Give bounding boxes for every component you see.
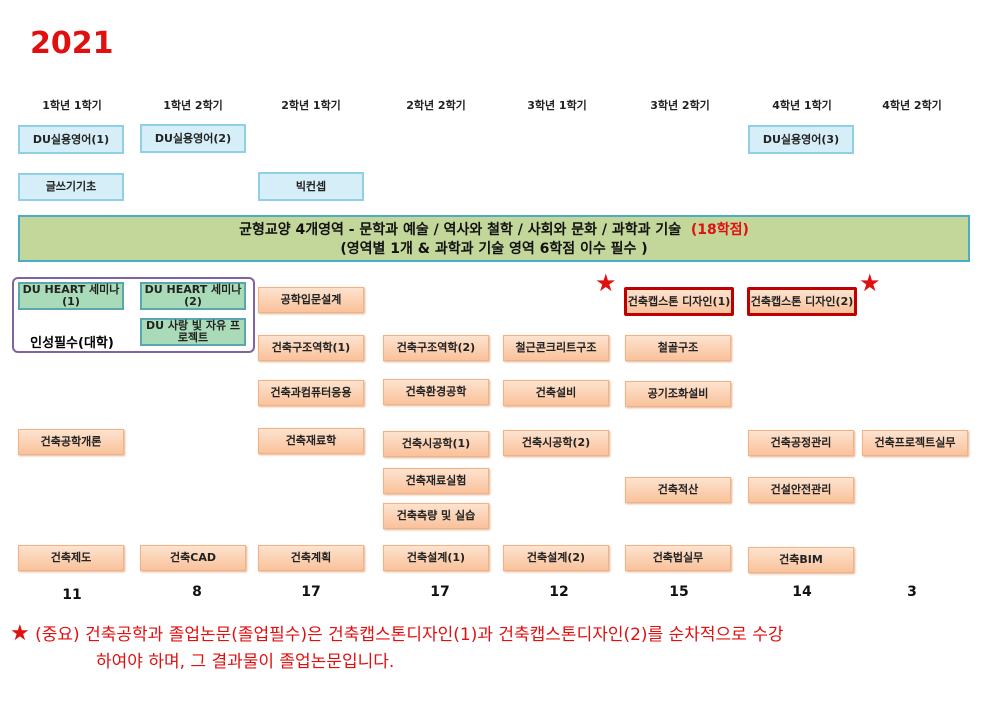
course-box: 건축법실무 xyxy=(625,545,731,571)
year-title: 2021 xyxy=(30,26,114,61)
star-icon: ★ xyxy=(859,269,881,297)
semester-header: 3학년 1학기 xyxy=(527,99,587,112)
course-box: 건축제도 xyxy=(18,545,124,571)
credit-total: 17 xyxy=(301,584,321,600)
semester-header: 1학년 1학기 xyxy=(42,99,102,112)
course-box: DU실용영어(1) xyxy=(18,125,124,154)
credit-total: 8 xyxy=(192,584,202,600)
course-box: DU실용영어(3) xyxy=(748,125,854,154)
course-box: 건축적산 xyxy=(625,477,731,503)
course-box: 건축CAD xyxy=(140,545,246,571)
course-box: 건축시공학(1) xyxy=(383,431,489,457)
credit-total: 15 xyxy=(669,584,689,600)
course-box: 철근콘크리트구조 xyxy=(503,335,609,361)
course-box: 건축공학개론 xyxy=(18,429,124,455)
course-box: 건축계획 xyxy=(258,545,364,571)
course-box: 건축과컴퓨터응용 xyxy=(258,380,364,406)
semester-header: 3학년 2학기 xyxy=(650,99,710,112)
course-box: 건축재료실험 xyxy=(383,468,489,494)
course-box: 건축재료학 xyxy=(258,428,364,454)
banner-line2: (영역별 1개 & 과학과 기술 영역 6학점 이수 필수 ) xyxy=(340,241,648,257)
note-line1: (중요) 건축공학과 졸업논문(졸업필수)은 건축캡스톤디자인(1)과 건축캡스… xyxy=(35,625,784,645)
star-icon: ★ xyxy=(10,621,30,646)
course-box: DU HEART 세미나(1) xyxy=(18,282,124,310)
course-box: DU HEART 세미나(2) xyxy=(140,282,246,310)
course-box: 건축BIM xyxy=(748,547,854,573)
course-box: 건축구조역학(2) xyxy=(383,335,489,361)
capstone-box: 건축캡스톤 디자인(2) xyxy=(747,287,857,316)
banner-credits: (18학점) xyxy=(690,222,749,238)
course-box: 건축환경공학 xyxy=(383,379,489,405)
course-box: 건축측량 및 실습 xyxy=(383,503,489,529)
credit-total: 14 xyxy=(792,584,812,600)
course-box: 건설안전관리 xyxy=(748,477,854,503)
semester-header: 2학년 1학기 xyxy=(281,99,341,112)
group-label: 인성필수(대학) xyxy=(30,336,114,351)
credit-total: 3 xyxy=(907,584,917,600)
course-box: 건축설계(1) xyxy=(383,545,489,571)
important-note: ★ (중요) 건축공학과 졸업논문(졸업필수)은 건축캡스톤디자인(1)과 건축… xyxy=(10,620,784,676)
course-box: 건축공정관리 xyxy=(748,430,854,456)
balanced-liberal-arts-banner: 균형교양 4개영역 - 문학과 예술 / 역사와 철학 / 사회와 문화 / 과… xyxy=(18,215,970,262)
star-icon: ★ xyxy=(595,269,617,297)
course-box: 건축설비 xyxy=(503,380,609,406)
course-box: 건축구조역학(1) xyxy=(258,335,364,361)
course-box: 공학입문설계 xyxy=(258,287,364,313)
banner-line1: 균형교양 4개영역 - 문학과 예술 / 역사와 철학 / 사회와 문화 / 과… xyxy=(239,222,682,238)
course-box: DU실용영어(2) xyxy=(140,124,246,153)
semester-header: 4학년 2학기 xyxy=(882,99,942,112)
semester-header: 4학년 1학기 xyxy=(772,99,832,112)
course-box: 철골구조 xyxy=(625,335,731,361)
semester-header: 1학년 2학기 xyxy=(163,99,223,112)
course-box: 공기조화설비 xyxy=(625,381,731,407)
course-box: 건축프로젝트실무 xyxy=(862,430,968,456)
credit-total: 17 xyxy=(430,584,450,600)
course-box: 글쓰기기초 xyxy=(18,173,124,201)
course-box: 건축설계(2) xyxy=(503,545,609,571)
capstone-box: 건축캡스톤 디자인(1) xyxy=(624,287,734,316)
course-box: DU 사랑 빛 자유 프로젝트 xyxy=(140,318,246,346)
course-box: 건축시공학(2) xyxy=(503,430,609,456)
course-box: 빅컨셉 xyxy=(258,172,364,201)
credit-total: 11 xyxy=(62,587,82,603)
credit-total: 12 xyxy=(549,584,569,600)
semester-header: 2학년 2학기 xyxy=(406,99,466,112)
character-required-group xyxy=(12,277,255,353)
note-line2: 하여야 하며, 그 결과물이 졸업논문입니다. xyxy=(96,652,395,672)
